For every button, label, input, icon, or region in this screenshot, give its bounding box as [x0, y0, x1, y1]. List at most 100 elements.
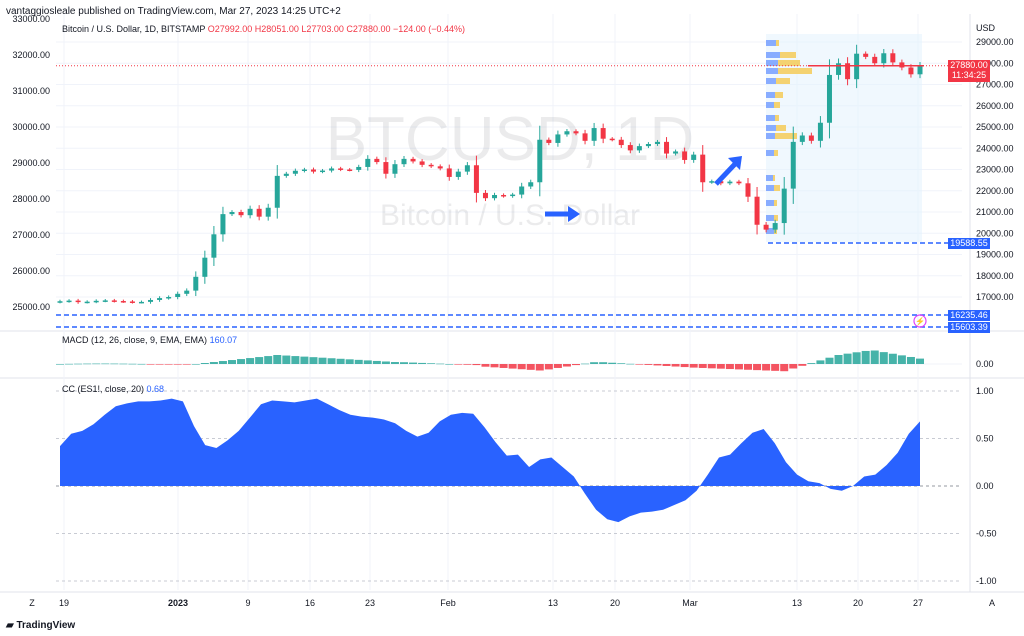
- left-axis-tick-label: 32000.00: [12, 50, 50, 60]
- candle: [537, 139, 543, 183]
- volume-profile-bar: [766, 125, 776, 131]
- macd-histogram-bar: [255, 357, 264, 364]
- arrow-annotation: [545, 206, 580, 222]
- macd-histogram-bar: [146, 364, 155, 365]
- candle: [817, 122, 823, 141]
- volume-profile-bar: [774, 200, 777, 206]
- macd-histogram-bar: [74, 363, 83, 365]
- candle: [582, 133, 588, 141]
- macd-histogram-bar: [445, 364, 454, 365]
- macd-histogram-bar: [291, 356, 300, 364]
- left-axis-tick-label: 26000.00: [12, 266, 50, 276]
- alert-icon: [913, 314, 927, 328]
- volume-profile-bar: [766, 228, 774, 234]
- candle: [836, 63, 842, 75]
- macd-histogram-bar: [807, 363, 816, 364]
- candle: [618, 139, 624, 146]
- macd-histogram-bar: [173, 364, 182, 365]
- candle: [111, 300, 117, 302]
- candle: [736, 181, 742, 184]
- macd-histogram-bar: [689, 364, 698, 368]
- macd-histogram-bar: [897, 355, 906, 364]
- volume-profile-bar: [766, 115, 775, 121]
- macd-histogram-bar: [409, 362, 418, 364]
- candle: [763, 224, 769, 230]
- candle: [591, 128, 597, 141]
- macd-histogram-bar: [264, 356, 273, 364]
- candle: [138, 301, 144, 304]
- auto-scale-button[interactable]: Z: [29, 598, 35, 608]
- volume-profile-bar: [776, 125, 786, 131]
- currency-label: USD: [976, 23, 996, 33]
- macd-histogram-bar: [65, 363, 74, 365]
- time-axis-label: 20: [853, 598, 863, 608]
- macd-histogram-bar: [653, 364, 662, 366]
- right-axis-tick-label: 21000.00: [976, 207, 1014, 217]
- volume-profile-bar: [766, 68, 778, 74]
- volume-profile-bar: [775, 92, 783, 98]
- macd-histogram-bar: [83, 363, 92, 365]
- arrow-head: [728, 156, 742, 170]
- macd-histogram-bar: [155, 364, 164, 365]
- candle: [555, 134, 561, 143]
- volume-profile-bar: [766, 175, 773, 181]
- candle: [781, 188, 787, 224]
- candle: [102, 300, 108, 302]
- auto-scale-button[interactable]: A: [989, 598, 995, 608]
- macd-histogram-bar: [734, 364, 743, 370]
- ohlc-close: C27880.00: [346, 24, 391, 34]
- macd-histogram-bar: [228, 360, 236, 364]
- time-axis-label: 9: [245, 598, 250, 608]
- right-axis-tick-label: 22000.00: [976, 186, 1014, 196]
- volume-profile-bar: [766, 102, 774, 108]
- macd-histogram-bar: [707, 364, 716, 369]
- tradingview-logo[interactable]: ▰ TradingView: [6, 620, 75, 631]
- macd-histogram-bar: [390, 362, 399, 364]
- candle: [709, 181, 715, 183]
- volume-profile-bar: [773, 175, 775, 181]
- last-price: 27880.00: [950, 60, 988, 70]
- volume-profile-bar: [766, 185, 774, 191]
- macd-histogram-bar: [798, 364, 807, 366]
- candle: [455, 171, 461, 177]
- macd-histogram-bar: [626, 363, 635, 365]
- macd-histogram-bar: [508, 364, 517, 369]
- macd-histogram-bar: [336, 358, 345, 364]
- volume-profile-bar: [778, 60, 800, 66]
- candle: [175, 293, 181, 297]
- candle: [301, 169, 307, 171]
- candle: [510, 194, 516, 197]
- macd-histogram-bar: [906, 356, 915, 364]
- right-axis-tick-label: 17000.00: [976, 292, 1014, 302]
- macd-histogram-bar: [526, 364, 535, 370]
- candle: [184, 290, 190, 294]
- candle: [482, 192, 488, 199]
- macd-histogram-bar: [852, 352, 861, 364]
- candle: [845, 63, 851, 80]
- candle: [57, 301, 63, 303]
- candle: [908, 67, 914, 75]
- volume-profile-bar: [778, 68, 812, 74]
- candle: [673, 151, 679, 154]
- time-axis-label: 23: [365, 598, 375, 608]
- volume-profile-bar: [774, 150, 778, 156]
- macd-histogram-bar: [771, 364, 780, 371]
- macd-histogram-bar: [454, 364, 463, 365]
- candle: [157, 298, 163, 300]
- time-axis-label: 27: [913, 598, 923, 608]
- candle: [383, 162, 389, 174]
- candle: [473, 165, 479, 193]
- volume-profile-bar: [776, 78, 790, 84]
- candle: [528, 182, 534, 187]
- right-axis-tick-label: 29000.00: [976, 37, 1014, 47]
- candle: [401, 158, 407, 165]
- right-axis-tick-label: 26000.00: [976, 101, 1014, 111]
- macd-histogram-bar: [762, 364, 771, 371]
- time-axis-label: Mar: [682, 598, 698, 608]
- volume-profile-bar: [766, 215, 774, 221]
- macd-histogram-bar: [553, 364, 562, 368]
- macd-histogram-bar: [110, 363, 119, 365]
- time-axis-label: 13: [548, 598, 558, 608]
- left-axis-tick-label: 28000.00: [12, 194, 50, 204]
